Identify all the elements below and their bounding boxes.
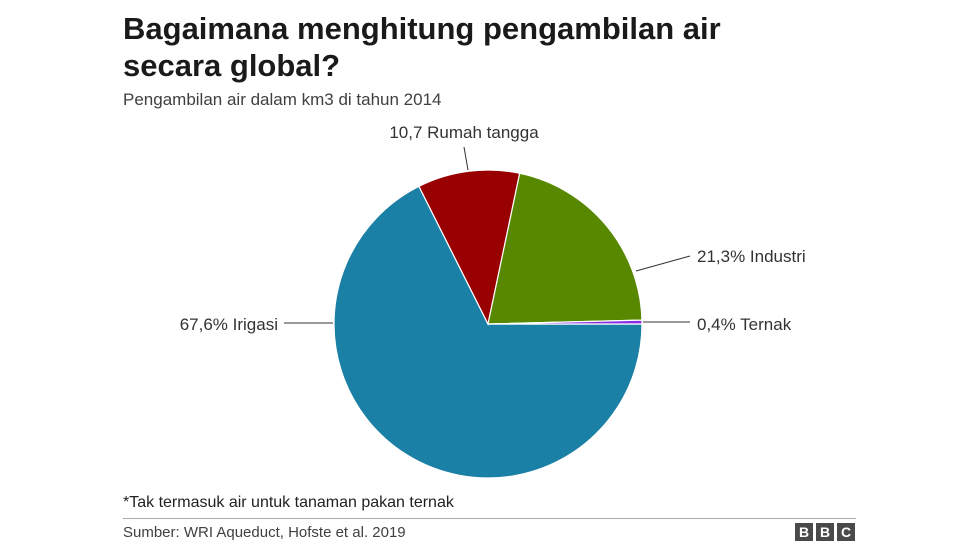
chart-footnote: *Tak termasuk air untuk tanaman pakan te… <box>123 494 454 511</box>
bbc-logo-letter: C <box>837 523 855 541</box>
chart-title: Bagaimana menghitung pengambilan air sec… <box>123 11 721 83</box>
leader-line <box>463 146 469 171</box>
pie-slice-industri <box>487 172 643 325</box>
pie-slice-irigasi <box>333 185 643 479</box>
pie-slice-rumah-tangga <box>418 169 521 326</box>
slice-label-irigasi: 67,6% Irigasi <box>180 315 278 334</box>
chart-source: Sumber: WRI Aqueduct, Hofste et al. 2019 <box>123 524 406 541</box>
bbc-logo-letter: B <box>816 523 834 541</box>
chart-subtitle: Pengambilan air dalam km3 di tahun 2014 <box>123 90 442 109</box>
slice-label-ternak: 0,4% Ternak <box>697 315 792 334</box>
footer-divider <box>123 518 856 519</box>
pie-slice-ternak <box>487 319 643 325</box>
bbc-logo: B B C <box>795 523 855 541</box>
bbc-logo-letter: B <box>795 523 813 541</box>
slice-label-rumah-tangga: 10,7 Rumah tangga <box>389 123 539 142</box>
leader-line <box>635 255 691 272</box>
slice-label-industri: 21,3% Industri <box>697 247 806 266</box>
